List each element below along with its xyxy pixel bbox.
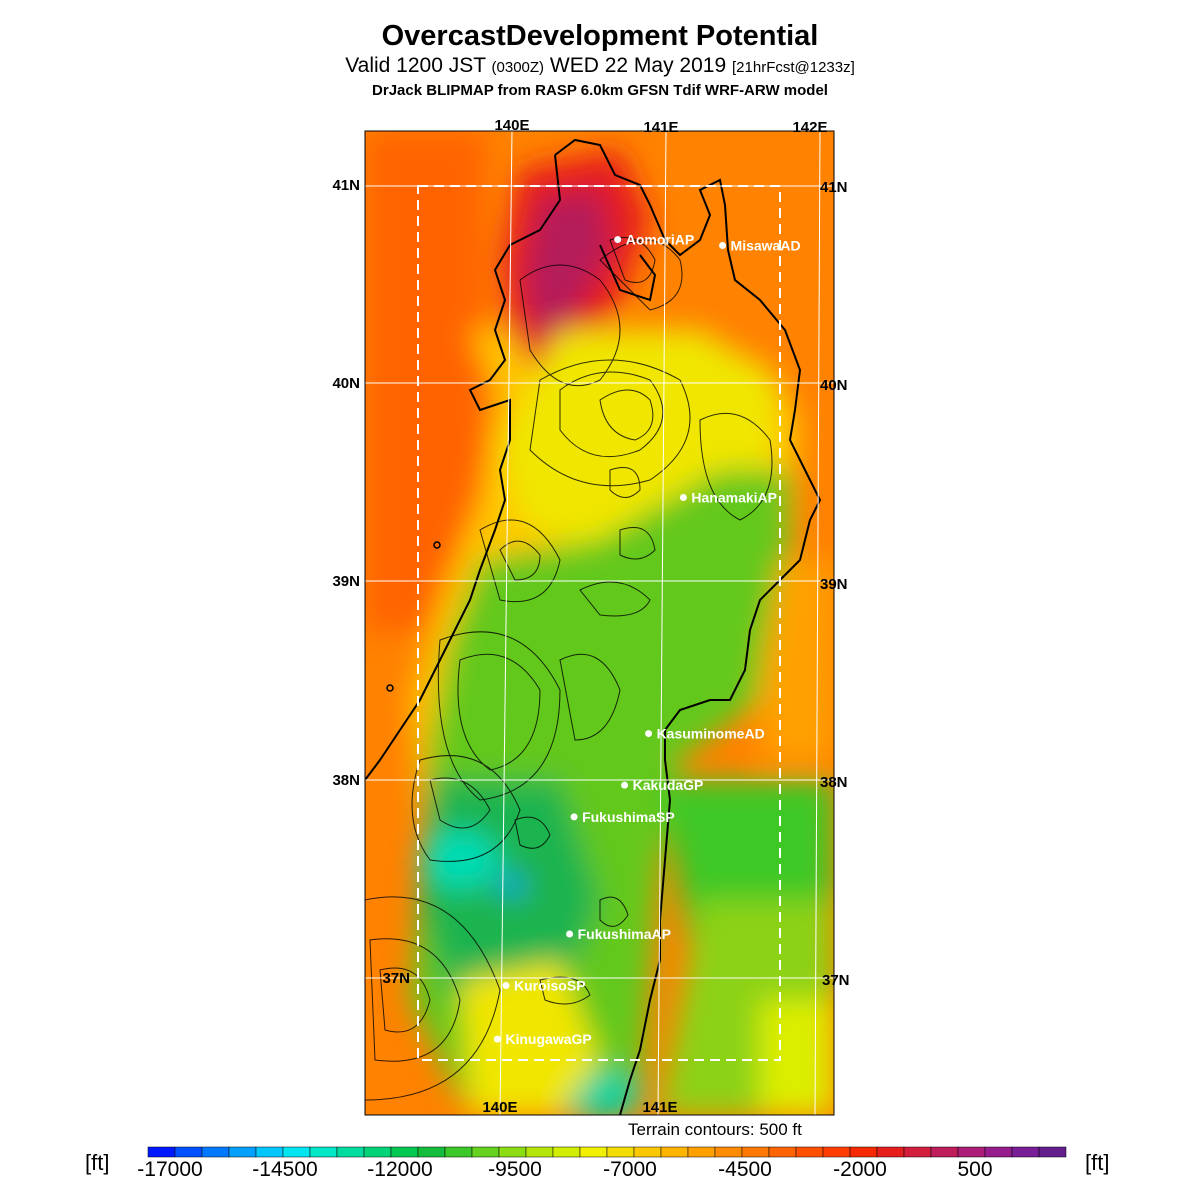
terrain-contours (365, 237, 773, 1101)
station-markers: AomoriAP MisawaAD HanamakiAP KasuminomeAD Ka… (493, 232, 801, 1047)
color-bar-swatch (849, 1146, 878, 1158)
color-bar-swatch (957, 1146, 986, 1158)
lon-label-bottom: 141E (642, 1099, 677, 1116)
unit-label-left: [ft] (85, 1150, 110, 1175)
color-bar-swatch (768, 1146, 797, 1158)
unit-label-right: [ft] (1085, 1150, 1110, 1175)
station-dot (566, 930, 574, 938)
field-shading (365, 131, 834, 1115)
color-bar-swatch (687, 1146, 716, 1158)
color-bar-label: -14500 (252, 1158, 318, 1181)
lat-label-left: 37N (382, 970, 410, 987)
color-bar-swatch (174, 1146, 203, 1158)
station-label: KasuminomeAD (657, 726, 765, 742)
color-bar-swatch (660, 1146, 689, 1158)
domain-boundary (417, 185, 781, 1061)
color-bar-swatch (471, 1146, 500, 1158)
color-bar-swatch (1038, 1146, 1067, 1158)
forecast-info: [21hrFcst@1233z] (732, 59, 855, 76)
station-dot (570, 813, 578, 821)
color-bar-label: -7000 (603, 1158, 657, 1181)
lat-label-left: 38N (332, 772, 360, 789)
color-bar-swatch (741, 1146, 770, 1158)
color-bar-swatch (714, 1146, 743, 1158)
lat-label-right: 41N (820, 179, 848, 196)
color-bar-label: -9500 (488, 1158, 542, 1181)
coastline (365, 138, 822, 1115)
terrain-note: Terrain contours: 500 ft (628, 1120, 802, 1139)
station-dot (645, 730, 653, 738)
station-dot (493, 1035, 501, 1043)
station-label: AomoriAP (626, 232, 694, 248)
color-bar-swatch (984, 1146, 1013, 1158)
station-dot (719, 242, 727, 250)
station-label: FukushimaAP (578, 926, 671, 942)
color-bar-label: -17000 (137, 1158, 203, 1181)
color-bar-swatch (552, 1146, 581, 1158)
lat-label-right: 40N (820, 377, 848, 394)
station-dot (614, 236, 622, 244)
valid-main: Valid 1200 JST (345, 54, 486, 77)
station-label: KakudaGP (633, 777, 704, 793)
color-bar-swatch (363, 1146, 392, 1158)
station-label: KinugawaGP (505, 1031, 591, 1047)
color-bar-swatch (282, 1146, 311, 1158)
lon-label-top: 141E (643, 119, 678, 136)
color-bar-swatch (930, 1146, 959, 1158)
station-label: KuroisoSP (514, 978, 586, 994)
station-dot (679, 493, 687, 501)
valid-zulu: (0300Z) (491, 59, 545, 76)
color-bar-swatch (309, 1146, 338, 1158)
chart-title: OvercastDevelopment Potential (381, 20, 819, 52)
station-label: HanamakiAP (691, 489, 777, 505)
map-frame (364, 130, 835, 1116)
lat-label-right: 37N (822, 972, 850, 989)
lat-label-left: 41N (332, 177, 360, 194)
station-dot (621, 781, 629, 789)
color-bar-swatch (147, 1146, 176, 1158)
lon-label-top: 140E (494, 117, 529, 134)
color-bar-swatch (822, 1146, 851, 1158)
color-bar-swatch (1011, 1146, 1040, 1158)
lat-label-left: 39N (332, 573, 360, 590)
graticule (365, 130, 834, 1116)
station-label: FukushimaSP (582, 809, 675, 825)
color-bar-swatch (876, 1146, 905, 1158)
valid-date: WED 22 May 2019 (549, 54, 727, 77)
color-bar-swatch (336, 1146, 365, 1158)
color-bar-swatch (390, 1146, 419, 1158)
color-bar-swatch (444, 1146, 473, 1158)
lat-label-right: 39N (820, 576, 848, 593)
lat-label-right: 38N (820, 774, 848, 791)
color-bar-swatch (633, 1146, 662, 1158)
color-bar-swatch (201, 1146, 230, 1158)
color-bar-swatch (255, 1146, 284, 1158)
model-info: DrJack BLIPMAP from RASP 6.0km GFSN Tdif… (372, 82, 828, 99)
color-bar-label: -2000 (833, 1158, 887, 1181)
color-bar-swatch (606, 1146, 635, 1158)
lat-label-left: 40N (332, 375, 360, 392)
color-bar-swatch (525, 1146, 554, 1158)
color-bar-swatch (903, 1146, 932, 1158)
color-bar-swatch (498, 1146, 527, 1158)
station-dot (502, 982, 510, 990)
color-bar-label: -12000 (367, 1158, 433, 1181)
color-bar-swatch (417, 1146, 446, 1158)
lon-label-bottom: 140E (482, 1099, 517, 1116)
color-bar-swatch (579, 1146, 608, 1158)
color-bar-label: 500 (957, 1158, 993, 1181)
station-label: MisawaAD (731, 238, 801, 254)
color-bar-swatch (795, 1146, 824, 1158)
lon-label-top: 142E (792, 119, 827, 136)
color-bar-swatch (228, 1146, 257, 1158)
valid-time: Valid 1200 JST (0300Z) WED 22 May 2019 [… (0, 54, 1200, 78)
color-bar-label: -4500 (718, 1158, 772, 1181)
